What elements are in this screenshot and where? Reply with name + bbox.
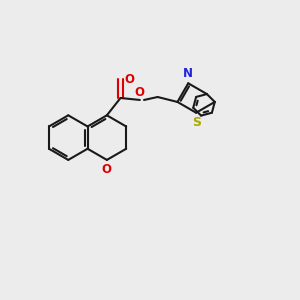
Text: N: N (183, 67, 193, 80)
Text: O: O (102, 163, 112, 176)
Text: S: S (192, 116, 201, 129)
Text: O: O (124, 73, 134, 86)
Text: O: O (135, 86, 145, 100)
